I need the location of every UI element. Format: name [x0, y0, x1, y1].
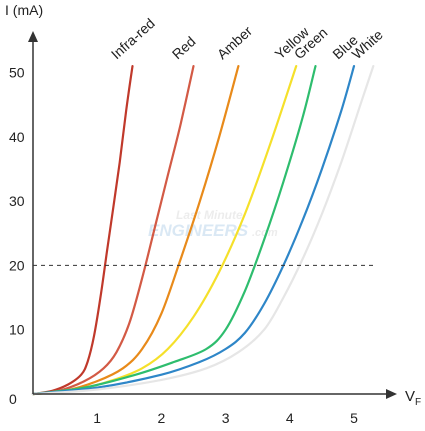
x-tick-label: 4: [286, 410, 294, 426]
x-axis-arrow: [386, 389, 397, 399]
y-tick-labels: 0 10 20 30 40 50: [9, 65, 25, 408]
series-label-infra-red: Infra-red: [108, 15, 158, 62]
x-axis-title-main: V: [405, 388, 415, 405]
series-label-amber: Amber: [214, 23, 256, 63]
x-axis-title-sub: F: [415, 397, 421, 408]
watermark: Last Minute ENGINEERS .com: [148, 208, 278, 240]
series-label-red: Red: [169, 33, 199, 62]
series-curves: [31, 65, 375, 396]
y-axis-title: I (mA): [5, 2, 43, 18]
watermark-line1: Last Minute: [176, 208, 243, 222]
axes: [28, 31, 397, 399]
y-tick-label: 10: [9, 322, 25, 338]
y-axis-arrow: [28, 31, 38, 42]
curve-amber: [31, 65, 240, 396]
x-tick-label: 3: [222, 410, 230, 426]
y-tick-label: 40: [9, 129, 25, 145]
series-label-white: White: [349, 26, 386, 62]
x-axis-title: VF: [405, 388, 421, 408]
y-tick-label: 30: [9, 193, 25, 209]
curve-white: [31, 65, 375, 396]
watermark-line3: .com: [252, 227, 278, 239]
x-tick-label: 2: [158, 410, 166, 426]
curve-green: [31, 65, 317, 396]
y-tick-label: 0: [9, 391, 17, 407]
y-tick-label: 20: [9, 257, 25, 273]
x-tick-labels: 1 2 3 4 5: [93, 410, 358, 426]
watermark-line2: ENGINEERS: [148, 221, 249, 240]
x-tick-label: 5: [350, 410, 358, 426]
curve-infra-red: [31, 65, 134, 396]
y-tick-label: 50: [9, 65, 25, 81]
x-tick-label: 1: [93, 410, 101, 426]
curve-red: [31, 65, 195, 396]
curve-blue: [31, 65, 356, 396]
